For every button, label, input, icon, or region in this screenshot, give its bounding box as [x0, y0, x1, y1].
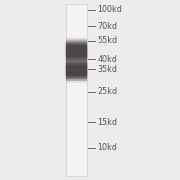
FancyBboxPatch shape [66, 58, 87, 83]
Text: 25kd: 25kd [97, 87, 117, 96]
FancyBboxPatch shape [66, 63, 87, 77]
Text: 10kd: 10kd [97, 143, 117, 152]
FancyBboxPatch shape [66, 65, 87, 76]
Text: 35kd: 35kd [97, 65, 117, 74]
Text: 15kd: 15kd [97, 118, 117, 127]
FancyBboxPatch shape [66, 38, 87, 65]
FancyBboxPatch shape [66, 4, 87, 176]
Text: 70kd: 70kd [97, 22, 117, 31]
Text: 100kd: 100kd [97, 5, 122, 14]
FancyBboxPatch shape [66, 43, 87, 59]
FancyBboxPatch shape [66, 42, 87, 61]
Text: 40kd: 40kd [97, 55, 117, 64]
Text: 55kd: 55kd [97, 36, 117, 45]
FancyBboxPatch shape [66, 46, 87, 57]
FancyBboxPatch shape [66, 59, 87, 81]
FancyBboxPatch shape [66, 40, 87, 63]
FancyBboxPatch shape [66, 61, 87, 79]
